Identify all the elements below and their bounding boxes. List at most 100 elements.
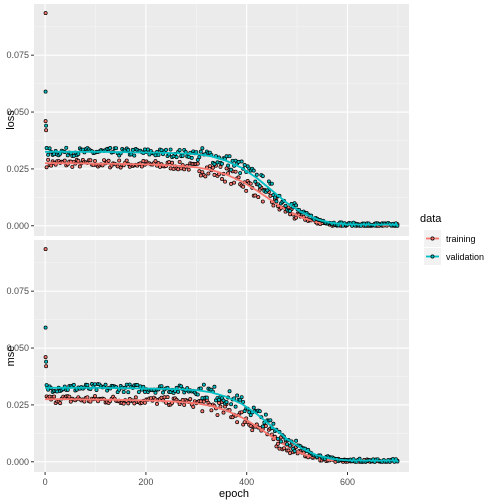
data-point [203, 174, 208, 179]
series-validation [43, 89, 400, 228]
data-point [76, 152, 81, 156]
data-point [288, 443, 292, 448]
data-point [55, 389, 60, 394]
data-point [70, 164, 75, 169]
data-point [257, 184, 262, 189]
data-point [102, 158, 107, 163]
data-point [47, 146, 52, 151]
data-point [58, 401, 63, 406]
data-point [268, 418, 273, 423]
data-point [276, 436, 280, 441]
data-point [168, 147, 173, 152]
data-point [189, 155, 194, 160]
data-point [253, 179, 258, 184]
data-point [274, 199, 279, 204]
y-tick-label: 0.025 [6, 400, 29, 410]
data-point [282, 446, 286, 451]
data-point [126, 401, 131, 406]
data-point [121, 389, 126, 394]
data-point [268, 193, 273, 198]
legend-label: validation [446, 252, 484, 262]
data-point [126, 147, 131, 152]
data-point [220, 161, 224, 166]
data-point [200, 409, 205, 414]
data-point [235, 420, 240, 425]
data-point [201, 399, 206, 404]
data-point [212, 162, 217, 167]
data-point [204, 395, 209, 400]
data-point [242, 163, 247, 167]
data-point [44, 165, 49, 170]
data-point [283, 203, 288, 208]
data-point [136, 390, 141, 394]
data-point [250, 428, 255, 433]
data-point [265, 188, 270, 193]
data-point [285, 442, 289, 447]
data-point [200, 170, 205, 175]
data-point [271, 203, 276, 208]
data-point [177, 148, 182, 153]
data-point [62, 158, 67, 163]
panel-background [34, 240, 409, 472]
data-point-outlier [43, 247, 48, 252]
x-axis: 0 200 400 600 [43, 472, 355, 487]
y-tick-label: 0.050 [6, 107, 29, 117]
data-point [254, 172, 259, 177]
data-point [82, 399, 87, 404]
data-point [64, 145, 69, 150]
data-point [292, 449, 297, 453]
data-point [239, 395, 244, 400]
data-point [103, 382, 108, 387]
data-point [206, 171, 211, 176]
y-tick-label: 0.025 [6, 164, 29, 174]
data-point [155, 401, 159, 406]
data-point [126, 390, 131, 395]
data-point-outlier [44, 128, 49, 133]
data-point-outlier [44, 123, 49, 128]
data-point [294, 438, 299, 443]
data-point [76, 158, 81, 163]
panel-background [34, 4, 409, 236]
data-point [229, 167, 234, 172]
data-point [191, 404, 196, 409]
data-point [277, 446, 282, 451]
trend-line [45, 150, 398, 226]
data-point [133, 395, 138, 400]
x-tick-label: 0 [43, 477, 48, 487]
legend-key-point [430, 236, 435, 241]
data-point [269, 181, 274, 186]
trend-line [45, 386, 398, 462]
data-point [251, 168, 256, 173]
data-point [294, 215, 299, 220]
data-point [263, 412, 268, 417]
data-point [271, 421, 276, 426]
data-point-outlier [43, 355, 48, 360]
data-point [114, 146, 119, 151]
data-point [124, 158, 129, 163]
data-point [276, 441, 280, 446]
data-point [174, 155, 179, 160]
data-point [117, 158, 122, 163]
data-point-outlier [43, 325, 48, 330]
data-point [161, 390, 165, 395]
data-point [93, 158, 97, 163]
data-point [260, 199, 265, 204]
data-point [233, 404, 238, 409]
data-point [207, 164, 212, 169]
facet-panel-loss: 0.000 0.025 0.050 0.075 loss [5, 4, 409, 236]
data-point [233, 169, 238, 174]
y-axis-title: mse [5, 346, 17, 367]
data-point [195, 392, 200, 397]
data-point [197, 155, 202, 160]
data-point [176, 389, 181, 394]
data-point [108, 146, 113, 150]
facet-panel-mse: 0.000 0.025 0.050 0.075 mse [5, 240, 409, 472]
data-point [215, 160, 220, 165]
data-point [253, 193, 258, 198]
legend-title: data [420, 213, 442, 225]
data-point [186, 167, 191, 172]
data-point [106, 158, 111, 163]
legend: data training validation [420, 213, 484, 265]
data-point [210, 165, 215, 170]
data-point [168, 166, 173, 171]
